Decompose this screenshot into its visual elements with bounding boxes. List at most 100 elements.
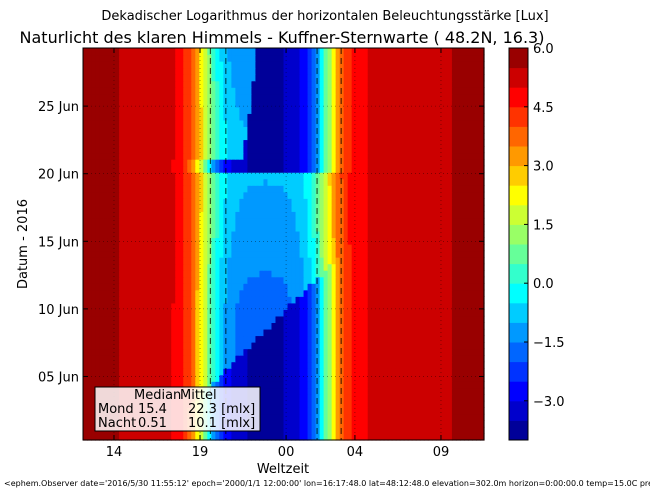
heatmap-cell (407, 270, 413, 278)
heatmap-cell (307, 276, 313, 284)
heatmap-cell (95, 126, 100, 134)
heatmap-cell (355, 394, 361, 402)
heatmap-cell (471, 381, 477, 389)
heatmap-cell (407, 132, 413, 141)
heatmap-cell (219, 230, 224, 239)
heatmap-cell (87, 224, 92, 232)
heatmap-cell (451, 328, 457, 337)
heatmap-cell (335, 178, 341, 186)
heatmap-cell (243, 198, 249, 206)
heatmap-cell (179, 361, 184, 369)
heatmap-cell (403, 322, 409, 330)
heatmap-cell (435, 178, 441, 186)
heatmap-cell (267, 433, 273, 441)
heatmap-cell (411, 113, 417, 121)
heatmap-cell (91, 185, 96, 193)
heatmap-cell (95, 342, 100, 350)
heatmap-cell (447, 426, 453, 435)
heatmap-cell (247, 355, 253, 363)
heatmap-cell (327, 335, 333, 343)
heatmap-cell (255, 361, 261, 369)
heatmap-cell (471, 191, 477, 199)
heatmap-cell (395, 178, 401, 186)
heatmap-cell (475, 335, 481, 343)
heatmap-cell (159, 328, 164, 337)
heatmap-cell (291, 126, 297, 134)
heatmap-cell (367, 191, 373, 199)
heatmap-cell (239, 374, 244, 382)
heatmap-cell (211, 335, 216, 343)
heatmap-cell (471, 413, 477, 421)
heatmap-cell (459, 387, 465, 395)
heatmap-cell (387, 342, 393, 350)
heatmap-cell (347, 322, 353, 330)
heatmap-cell (463, 368, 469, 376)
heatmap-cell (459, 426, 465, 435)
heatmap-cell (235, 342, 240, 350)
heatmap-cell (279, 374, 285, 382)
heatmap-cell (307, 250, 313, 258)
heatmap-cell (199, 204, 204, 212)
heatmap-cell (347, 413, 353, 421)
heatmap-cell (263, 283, 269, 291)
heatmap-cell (215, 374, 220, 382)
heatmap-cell (171, 309, 176, 317)
heatmap-cell (319, 309, 325, 317)
heatmap-cell (139, 368, 144, 376)
heatmap-cell (255, 204, 261, 212)
heatmap-cell (347, 126, 353, 134)
heatmap-cell (319, 374, 325, 382)
heatmap-cell (259, 204, 265, 212)
heatmap-cell (99, 250, 104, 258)
heatmap-cell (95, 165, 100, 173)
heatmap-cell (167, 309, 172, 317)
heatmap-cell (287, 283, 293, 291)
heatmap-cell (283, 237, 289, 245)
heatmap-cell (311, 191, 317, 199)
heatmap-cell (259, 394, 265, 402)
heatmap-cell (479, 276, 485, 284)
heatmap-cell (91, 198, 96, 206)
heatmap-cell (315, 289, 321, 297)
heatmap-cell (347, 217, 353, 225)
heatmap-cell (195, 283, 200, 291)
heatmap-cell (259, 198, 265, 206)
heatmap-cell (123, 165, 128, 173)
heatmap-cell (231, 328, 236, 337)
heatmap-cell (227, 381, 232, 389)
heatmap-cell (195, 172, 200, 180)
heatmap-cell (303, 139, 309, 147)
heatmap-cell (455, 198, 461, 206)
heatmap-cell (347, 374, 353, 382)
heatmap-cell (295, 159, 301, 167)
heatmap-cell (147, 224, 152, 232)
heatmap-cell (391, 374, 397, 382)
heatmap-cell (343, 400, 349, 408)
heatmap-cell (447, 230, 453, 239)
heatmap-cell (311, 374, 317, 382)
heatmap-cell (115, 224, 120, 232)
heatmap-cell (191, 270, 196, 278)
heatmap-cell (407, 204, 413, 212)
heatmap-cell (239, 126, 244, 134)
heatmap-cell (271, 400, 277, 408)
heatmap-cell (435, 165, 441, 173)
heatmap-cell (323, 296, 329, 304)
heatmap-cell (99, 113, 104, 121)
heatmap-cell (315, 283, 321, 291)
heatmap-cell (459, 237, 465, 245)
heatmap-cell (343, 283, 349, 291)
heatmap-cell (455, 257, 461, 265)
heatmap-cell (83, 315, 88, 323)
heatmap-cell (155, 433, 160, 441)
heatmap-cell (99, 296, 104, 304)
heatmap-cell (171, 342, 176, 350)
heatmap-cell (455, 250, 461, 258)
heatmap-cell (91, 296, 96, 304)
heatmap-cell (267, 322, 273, 330)
heatmap-cell (239, 257, 244, 265)
heatmap-cell (439, 407, 445, 415)
heatmap-cell (139, 191, 144, 199)
heatmap-cell (415, 328, 421, 337)
heatmap-cell (279, 342, 285, 350)
